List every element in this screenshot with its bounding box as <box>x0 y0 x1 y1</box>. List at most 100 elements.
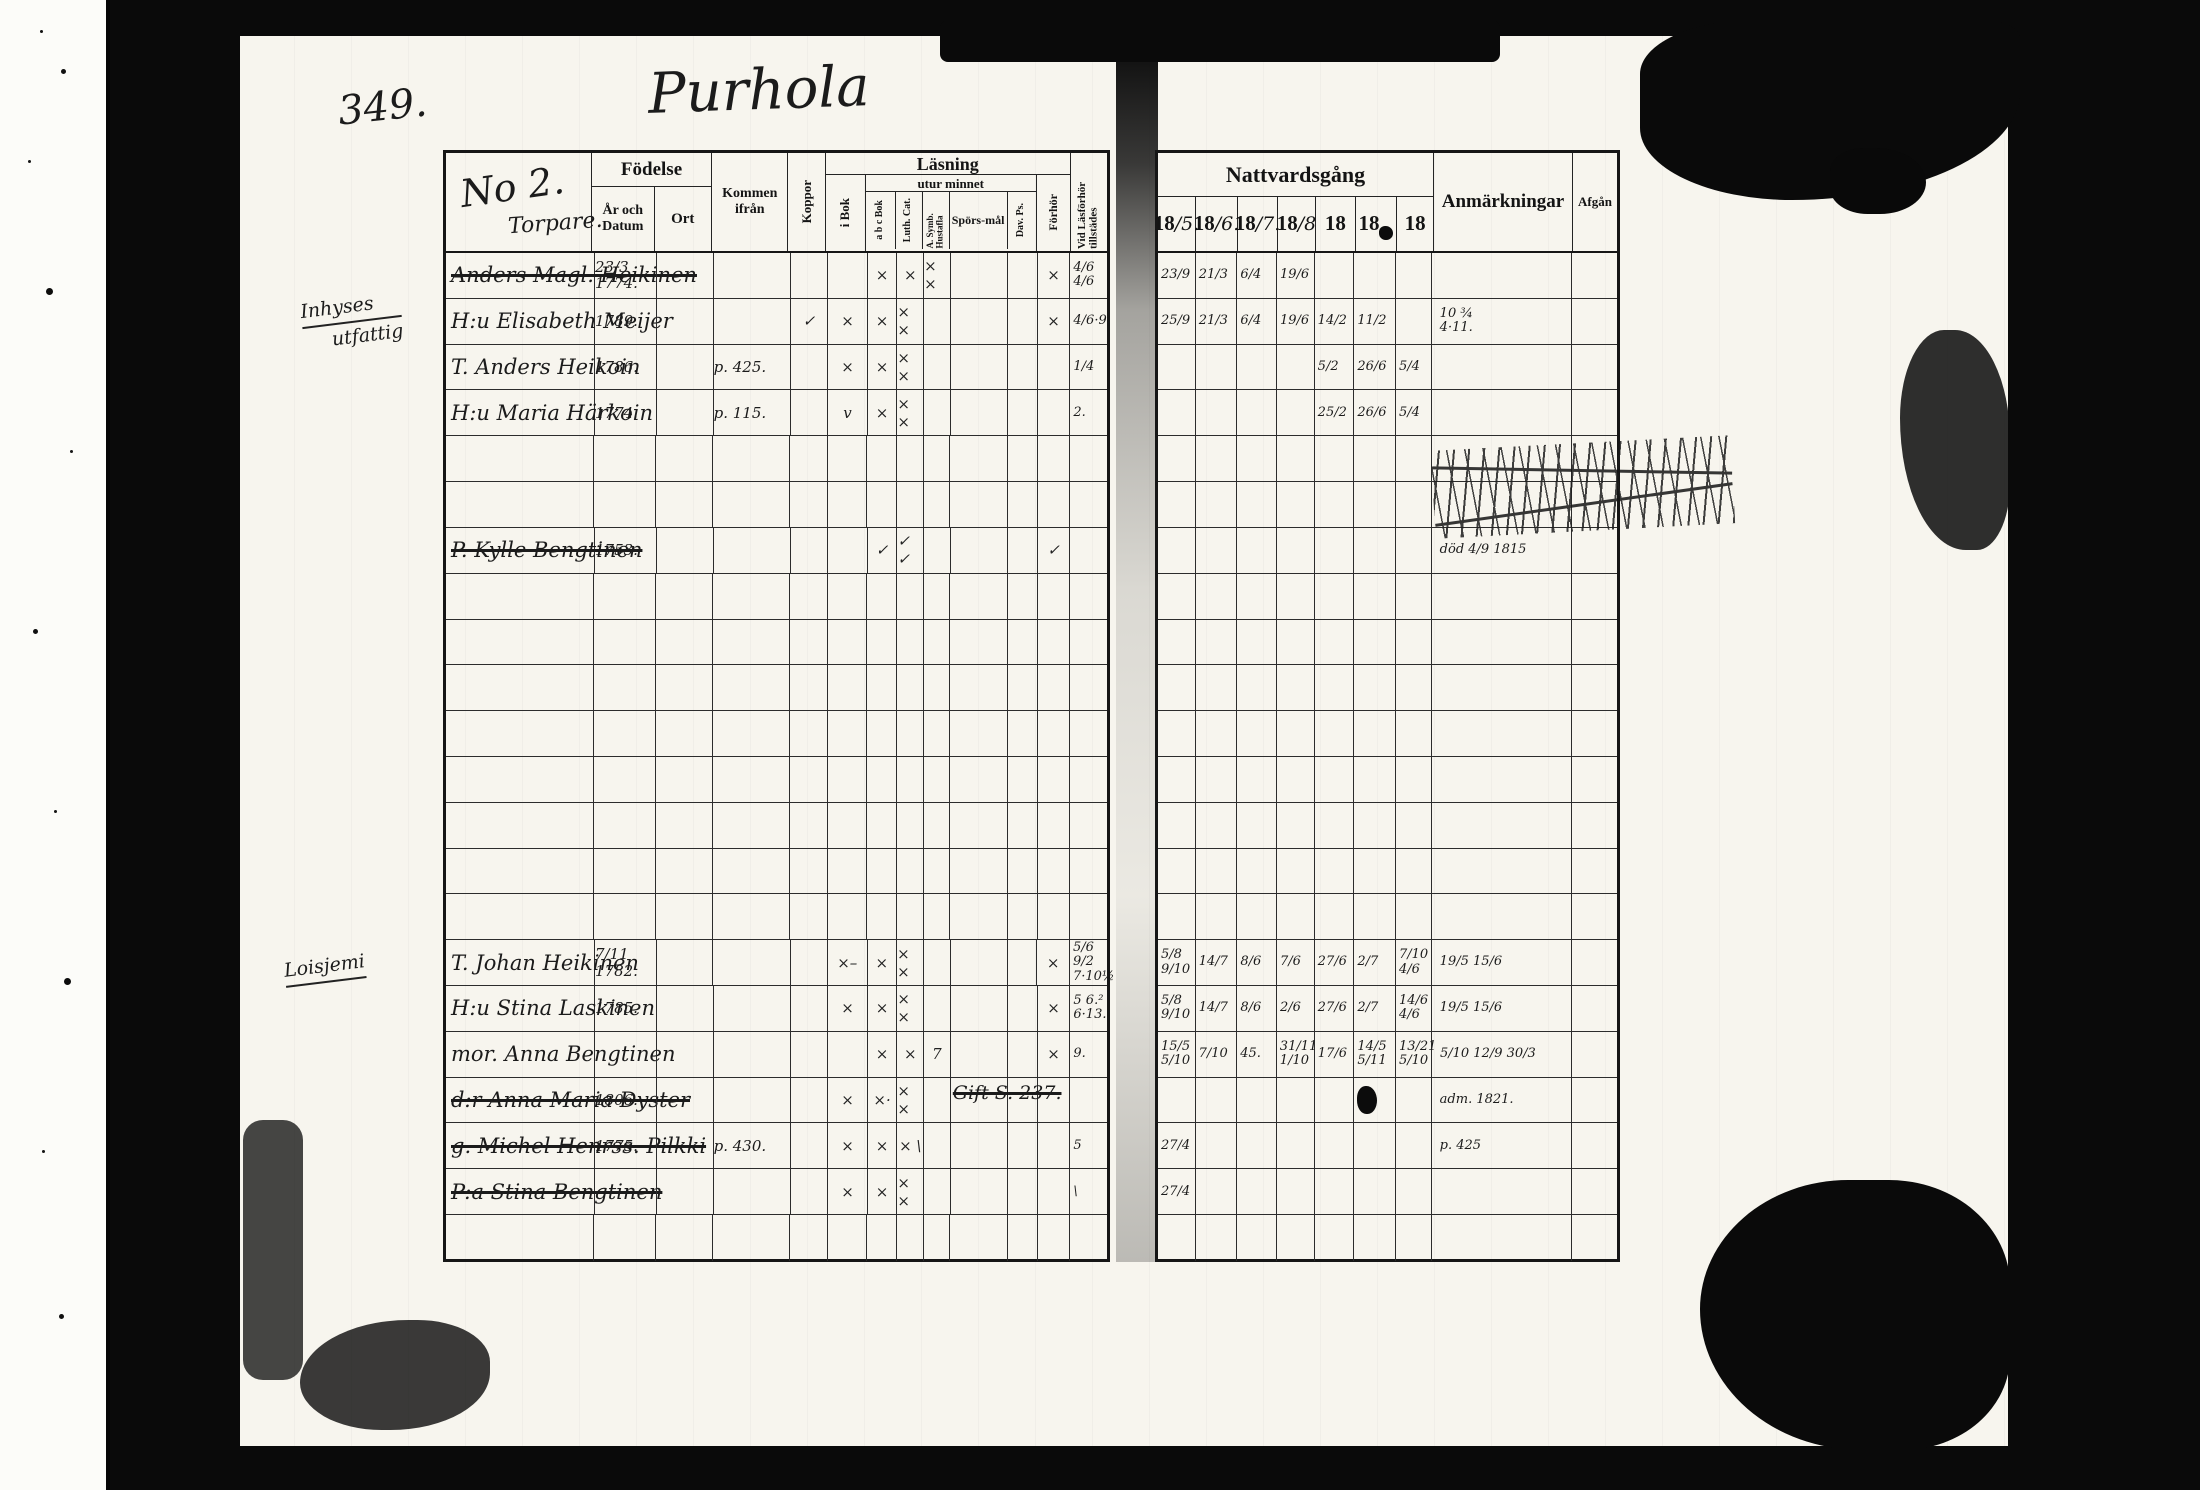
birth-place-cell <box>657 1031 714 1077</box>
communion-row <box>1158 711 1617 757</box>
communion-date-cell <box>1277 1077 1315 1123</box>
communion-date-cell: 21/3 <box>1196 298 1238 344</box>
sporsmal-cell <box>950 756 1008 802</box>
luth-cat-cell: × <box>897 1031 925 1077</box>
sporsmal-cell <box>951 298 1009 344</box>
vid-lasforhor-cell <box>1070 482 1107 527</box>
communion-date-cell: 11/2 <box>1354 298 1396 344</box>
birth-place-cell <box>656 482 713 527</box>
communion-date-cell <box>1237 1215 1277 1261</box>
birth-place-cell <box>656 436 713 482</box>
communion-date-cell: 27/4 <box>1158 1123 1196 1169</box>
person-name-cell: d:r Anna Maria Dyster <box>446 1077 690 1123</box>
communion-date-cell <box>1237 1169 1277 1215</box>
luth-cat-cell <box>897 436 924 482</box>
birth-date-cell: 1775. <box>595 1123 658 1169</box>
symb-cell <box>924 940 951 985</box>
symb-cell <box>924 436 951 482</box>
ledger-row <box>446 573 1107 620</box>
forhor-cell: × <box>1038 986 1071 1031</box>
forhor-cell <box>1038 619 1071 665</box>
afgan-cell <box>1572 299 1617 344</box>
person-name: d:r Anna Maria Dyster <box>451 1088 690 1113</box>
person-name-cell <box>446 436 594 482</box>
communion-row: 23/9 21/3 6/4 19/6 <box>1158 253 1617 299</box>
person-name-cell <box>446 756 594 802</box>
sporsmal-cell <box>950 665 1008 711</box>
communion-date-cell <box>1315 894 1355 940</box>
birth-date-cell <box>594 711 657 756</box>
ledger-row: d:r Anna Maria Dyster 1806. × ×· × × Gift S. … <box>446 1077 1107 1124</box>
sporsmal-cell <box>950 573 1008 619</box>
lasning-header: Läsning <box>825 153 1070 175</box>
anmarkning-cell <box>1432 1169 1573 1215</box>
communion-date-cell <box>1196 894 1238 940</box>
household-number: No 2. <box>457 157 568 217</box>
kommen-ifran-header: Kommen ifrån <box>712 153 789 251</box>
vid-lasforhor-cell: 1/4 <box>1073 358 1095 374</box>
luth-cat-cell <box>897 665 924 711</box>
communion-date-cell <box>1315 1123 1355 1169</box>
afgan-header: Afgån <box>1578 194 1612 209</box>
communion-date-cell <box>1396 802 1432 848</box>
communion-date-cell <box>1315 1077 1355 1123</box>
kommen-ifran-cell: p. 430. <box>714 1123 791 1169</box>
communion-date-cell <box>1237 436 1277 482</box>
luth-cat-cell: × × <box>897 298 925 344</box>
communion-date-cell <box>1158 390 1196 436</box>
communion-date-cell: 14/6 4/6 <box>1396 986 1432 1031</box>
communion-date-cell <box>1315 711 1355 756</box>
communion-date-cell <box>1315 436 1355 482</box>
communion-date-cell: 25/2 <box>1315 390 1355 436</box>
symb-cell <box>924 390 951 436</box>
koppor-header: Koppor <box>788 153 826 251</box>
dav-ps-cell <box>1008 253 1038 298</box>
luth-cat-cell <box>897 573 924 619</box>
communion-row: 5/8 9/10 14/7 8/6 7/6 27/6 2/7 7/10 4/6 19/5 15… <box>1158 940 1617 986</box>
person-name-cell: g. Michel Henrss. Pilkki <box>446 1123 706 1169</box>
communion-date-cell <box>1196 344 1238 390</box>
symb-cell <box>924 756 951 802</box>
kommen-ifran-cell <box>713 1215 790 1261</box>
forhor-cell <box>1038 390 1071 436</box>
afgan-cell <box>1572 849 1617 894</box>
forhor-cell <box>1038 894 1071 940</box>
forhor-header: Förhör <box>1046 194 1060 232</box>
vid-lasforhor-cell: \ <box>1073 1183 1078 1199</box>
communion-date-cell: 27/6 <box>1315 986 1355 1031</box>
communion-date-cell <box>1158 1215 1196 1261</box>
abc-bok-cell <box>867 619 897 665</box>
communion-date-cell <box>1237 894 1277 940</box>
communion-date-cell <box>1158 848 1196 894</box>
communion-date-cell: 2/7 <box>1354 986 1396 1031</box>
communion-row: död 4/9 1815 <box>1158 527 1617 574</box>
communion-date-cell <box>1158 711 1196 756</box>
communion-date-cell <box>1315 253 1355 298</box>
afgan-cell <box>1572 986 1617 1031</box>
i-bok-cell <box>828 1215 868 1261</box>
communion-date-cell <box>1396 619 1432 665</box>
communion-row: 27/4 <box>1158 1169 1617 1216</box>
person-name-cell <box>446 665 594 711</box>
forhor-cell <box>1038 665 1071 711</box>
birth-place-cell <box>657 940 714 985</box>
left-table-header: No 2. Torpare. Födelse År och Datum Ort … <box>446 153 1107 253</box>
dav-ps-cell <box>1008 527 1038 573</box>
person-name-cell <box>446 711 594 756</box>
afgan-cell <box>1572 1169 1617 1214</box>
scan-black-band-left <box>110 0 240 1490</box>
koppor-cell <box>790 619 828 665</box>
communion-date-cell <box>1396 1123 1432 1169</box>
dav-ps-cell <box>1008 1215 1038 1261</box>
dav-ps-cell <box>1008 482 1038 527</box>
i-bok-cell <box>828 848 868 894</box>
communion-date-cell: 7/10 4/6 <box>1396 940 1432 985</box>
ledger-row <box>446 619 1107 666</box>
person-name: g. Michel Henrss. Pilkki <box>451 1133 707 1158</box>
communion-date-cell: 26/6 <box>1354 344 1396 390</box>
birth-place-cell <box>657 390 714 436</box>
vid-lasforhor-cell <box>1070 894 1107 939</box>
communion-date-cell <box>1158 527 1196 573</box>
kommen-ifran-cell <box>714 986 791 1031</box>
birth-place-cell <box>656 802 713 848</box>
